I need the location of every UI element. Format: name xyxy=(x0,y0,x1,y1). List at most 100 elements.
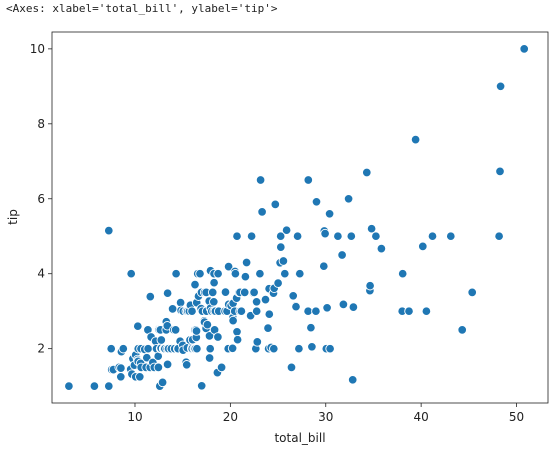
data-point xyxy=(446,231,456,241)
data-point xyxy=(232,231,242,241)
data-point xyxy=(162,288,173,298)
data-point xyxy=(467,287,477,298)
data-point xyxy=(191,326,202,336)
x-tick-label: 50 xyxy=(509,410,524,424)
data-point xyxy=(366,223,377,234)
data-point xyxy=(251,297,262,307)
data-point xyxy=(346,231,357,241)
x-axis: 10 20 30 40 50 xyxy=(127,403,524,424)
data-point xyxy=(324,209,335,219)
data-point xyxy=(209,277,219,288)
x-axis-label: total_bill xyxy=(274,431,325,445)
data-point xyxy=(207,287,218,298)
data-point xyxy=(288,291,298,301)
data-point xyxy=(404,306,414,316)
data-point xyxy=(239,287,250,298)
data-point xyxy=(135,372,145,382)
data-point xyxy=(275,231,286,241)
data-point xyxy=(216,362,227,373)
data-point xyxy=(213,268,223,279)
data-point xyxy=(133,321,143,331)
data-point xyxy=(281,225,292,235)
data-point xyxy=(106,343,116,354)
data-point xyxy=(257,207,267,217)
data-point xyxy=(246,231,257,241)
data-point xyxy=(347,375,358,385)
y-tick-label: 4 xyxy=(37,267,45,281)
data-point xyxy=(252,337,263,347)
data-point xyxy=(291,301,301,312)
data-point xyxy=(494,231,504,241)
data-point xyxy=(365,280,375,291)
data-point xyxy=(276,242,286,252)
data-point xyxy=(204,353,215,363)
data-point xyxy=(294,343,304,354)
data-point xyxy=(175,297,186,308)
data-point xyxy=(320,228,330,239)
data-point xyxy=(143,343,153,354)
data-point xyxy=(303,175,314,185)
data-point xyxy=(156,335,167,345)
data-point xyxy=(292,231,303,241)
data-point xyxy=(376,243,387,254)
data-point xyxy=(495,166,505,177)
data-point xyxy=(162,359,173,370)
output-repr-text: <Axes: xlabel='total_bill', ylabel='tip'… xyxy=(6,2,278,15)
data-point xyxy=(306,322,316,333)
data-point xyxy=(213,332,223,342)
data-point xyxy=(192,343,202,354)
data-point xyxy=(495,81,506,92)
data-point xyxy=(230,268,241,279)
y-axis-label: tip xyxy=(6,209,20,225)
data-point xyxy=(251,306,262,316)
data-point xyxy=(260,294,271,305)
data-point xyxy=(190,279,200,290)
data-point xyxy=(171,268,181,279)
data-point xyxy=(280,268,290,279)
data-point xyxy=(232,327,242,337)
data-point xyxy=(209,297,219,307)
data-point xyxy=(397,268,408,279)
data-point xyxy=(232,334,243,345)
data-point xyxy=(325,343,335,354)
points-layer xyxy=(64,44,529,391)
data-point xyxy=(195,268,205,279)
data-point xyxy=(205,343,215,354)
data-point xyxy=(255,268,265,279)
data-point xyxy=(343,194,354,204)
x-tick-label: 30 xyxy=(318,410,333,424)
data-point xyxy=(116,372,126,382)
data-point xyxy=(249,287,259,298)
data-point xyxy=(427,231,438,241)
data-point xyxy=(519,44,529,54)
data-point xyxy=(170,325,181,335)
data-point xyxy=(303,306,313,316)
data-point xyxy=(104,381,114,391)
x-tick-label: 40 xyxy=(413,410,428,424)
data-point xyxy=(307,342,317,352)
data-point xyxy=(104,225,114,236)
data-point xyxy=(228,315,238,326)
data-point xyxy=(263,323,273,333)
data-point xyxy=(371,231,381,241)
data-point xyxy=(167,304,178,314)
data-point xyxy=(227,343,238,354)
data-point xyxy=(145,291,156,302)
y-tick-label: 10 xyxy=(30,42,45,56)
x-tick-label: 10 xyxy=(127,410,142,424)
y-axis: 2 4 6 8 10 xyxy=(30,42,52,356)
data-point xyxy=(337,250,347,260)
data-point xyxy=(126,268,136,279)
data-point xyxy=(418,241,428,252)
data-point xyxy=(89,381,100,391)
data-point xyxy=(264,309,275,319)
data-point xyxy=(286,362,297,373)
data-point xyxy=(64,381,74,391)
data-point xyxy=(333,231,343,241)
data-point xyxy=(241,257,252,268)
data-point xyxy=(348,302,359,312)
data-point xyxy=(118,343,129,354)
y-tick-label: 6 xyxy=(37,192,45,206)
data-point xyxy=(410,134,421,145)
